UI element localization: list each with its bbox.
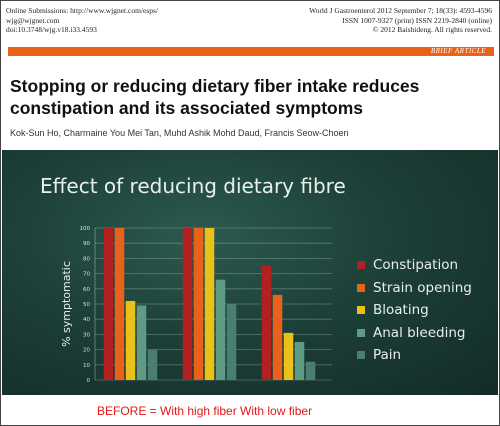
bar <box>272 294 283 380</box>
caption-text: BEFORE = With high fiber With low fiber <box>97 404 313 418</box>
paper-title: Stopping or reducing dietary fiber intak… <box>10 76 420 118</box>
submission-info: Online Submissions: http://www.wjgnet.co… <box>6 6 158 35</box>
legend-swatch <box>357 283 365 292</box>
journal-line: ISSN 1007-9327 (print) ISSN 2219-2840 (o… <box>342 15 492 25</box>
submission-line: wjg@wjgnet.com <box>6 15 60 25</box>
y-tick-label: 30 <box>83 332 90 338</box>
y-tick-label: 60 <box>83 287 90 293</box>
legend-label: Constipation <box>373 257 459 273</box>
y-tick-label: 20 <box>83 348 90 354</box>
legend-label: Pain <box>373 347 402 363</box>
submission-line: Online Submissions: http://www.wjgnet.co… <box>6 6 159 15</box>
bar <box>182 228 193 380</box>
paper-authors: Kok-Sun Ho, Charmaine You Mei Tan, Muhd … <box>10 128 349 138</box>
journal-line: World J Gastroenterol 2012 September 7; … <box>309 6 492 15</box>
y-tick-label: 100 <box>80 226 91 232</box>
slide-panel: Effect of reducing dietary fibre 0 10 20 30… <box>2 150 498 395</box>
bar <box>226 304 237 380</box>
paper-header: Online Submissions: http://www.wjgnet.co… <box>2 2 498 150</box>
legend-label: Anal bleeding <box>373 324 466 341</box>
y-tick-label: 40 <box>83 317 90 323</box>
legend-label: Strain opening <box>373 279 472 296</box>
legend-swatch <box>357 351 365 359</box>
bar-chart: 0 10 20 30 40 50 60 70 80 90 100 % symptomatic <box>60 226 332 384</box>
section-bar: BRIEF ARTICLE <box>8 47 494 56</box>
y-tick-label: 70 <box>83 272 90 278</box>
journal-info: World J Gastroenterol 2012 September 7; … <box>309 6 492 35</box>
y-tick-label: 80 <box>83 256 90 262</box>
bar <box>283 332 294 380</box>
section-label: BRIEF ARTICLE <box>430 47 486 55</box>
bar <box>136 305 147 380</box>
legend-label: Bloating <box>373 302 429 318</box>
bar <box>204 228 215 380</box>
y-tick-label: 10 <box>83 363 90 369</box>
legend-swatch <box>357 328 365 337</box>
caption-strip: BEFORE = With high fiber With low fiber <box>2 395 498 425</box>
slide-title: Effect of reducing dietary fibre <box>40 174 346 198</box>
legend-swatch <box>357 261 365 269</box>
y-tick-label: 0 <box>87 378 91 384</box>
bar <box>305 361 316 380</box>
bar <box>215 279 226 380</box>
legend-swatch <box>357 306 365 314</box>
bar <box>193 228 204 380</box>
bar <box>114 228 125 380</box>
bar <box>125 300 136 380</box>
journal-line: © 2012 Baishideng. All rights reserved. <box>372 25 492 34</box>
y-tick-label: 90 <box>83 241 90 247</box>
submission-line: doi:10.3748/wjg.v18.i33.4593 <box>6 25 97 34</box>
y-tick-label: 50 <box>83 302 90 308</box>
bar <box>294 342 305 380</box>
bar <box>261 266 272 380</box>
y-axis-label: % symptomatic <box>60 261 73 347</box>
bar <box>147 349 158 380</box>
bar <box>103 228 114 380</box>
